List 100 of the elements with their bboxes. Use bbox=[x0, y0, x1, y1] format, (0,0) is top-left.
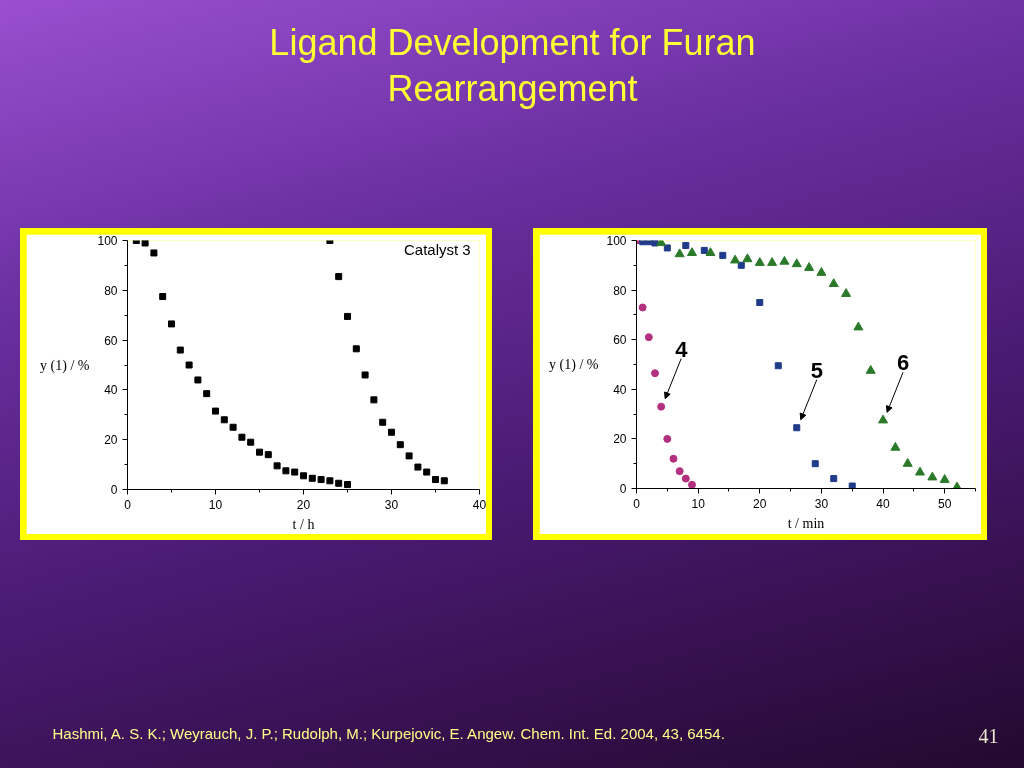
point bbox=[674, 248, 685, 258]
point bbox=[238, 433, 246, 441]
point bbox=[669, 454, 678, 463]
chart-title: Ligand Development for Furan Rearrangement bbox=[269, 22, 756, 109]
annotation: Catalyst 3 bbox=[404, 240, 471, 258]
point bbox=[767, 257, 778, 266]
point bbox=[675, 467, 684, 476]
point bbox=[682, 241, 690, 249]
point bbox=[756, 299, 764, 306]
point bbox=[264, 451, 272, 459]
point bbox=[273, 462, 281, 470]
y-tick-label: 100 bbox=[97, 234, 118, 248]
point bbox=[737, 261, 745, 269]
point bbox=[326, 477, 334, 485]
point bbox=[361, 371, 369, 379]
point bbox=[902, 458, 913, 467]
point bbox=[663, 434, 672, 443]
series-label: 6 bbox=[897, 350, 910, 376]
point bbox=[379, 418, 387, 426]
x-tick-label: 40 bbox=[472, 497, 487, 512]
point bbox=[865, 365, 876, 374]
y-tick-label: 80 bbox=[104, 283, 118, 298]
point bbox=[220, 416, 228, 424]
point bbox=[388, 428, 395, 436]
x-tick-label: 0 bbox=[633, 496, 641, 511]
point bbox=[159, 293, 167, 301]
point bbox=[176, 346, 184, 354]
x-tick-label: 10 bbox=[208, 497, 223, 512]
point bbox=[370, 396, 378, 404]
point bbox=[774, 362, 782, 370]
x-tick-label: 20 bbox=[753, 496, 767, 511]
point bbox=[830, 475, 838, 483]
y-tick-label: 0 bbox=[110, 483, 118, 497]
point bbox=[927, 471, 938, 481]
point bbox=[352, 345, 360, 353]
y-tick-label: 40 bbox=[104, 383, 118, 398]
point bbox=[816, 267, 827, 276]
series-label: 5 bbox=[810, 357, 823, 383]
y-axis-title: y (1) / % bbox=[549, 357, 599, 373]
point bbox=[811, 460, 819, 468]
point bbox=[247, 438, 255, 446]
point bbox=[344, 312, 351, 320]
point bbox=[423, 468, 431, 476]
point bbox=[335, 479, 343, 487]
point bbox=[344, 481, 351, 489]
point bbox=[282, 467, 290, 475]
y-tick-label: 60 bbox=[104, 333, 118, 348]
y-tick-label: 40 bbox=[613, 382, 627, 397]
text: Hashmi, A. S. K.; Weyrauch, J. P.; Rudolph, M.; Kurpejovic, E. Angew. Chem. Int. Ed. 2004, 43, 6454. bbox=[52, 725, 725, 742]
series-label: 4 bbox=[675, 336, 689, 362]
point bbox=[681, 474, 690, 483]
point bbox=[791, 258, 802, 268]
text: 41 bbox=[978, 724, 999, 747]
point bbox=[878, 414, 889, 424]
point bbox=[841, 288, 852, 297]
point bbox=[848, 482, 856, 489]
point bbox=[203, 390, 211, 398]
point bbox=[853, 321, 864, 331]
point bbox=[730, 254, 741, 264]
point bbox=[657, 402, 666, 411]
point bbox=[405, 452, 413, 460]
point bbox=[779, 255, 790, 265]
point bbox=[687, 480, 696, 489]
point bbox=[168, 320, 175, 328]
y-axis-title: y (1) / % bbox=[40, 357, 90, 374]
x-tick-label: 30 bbox=[814, 496, 829, 511]
point bbox=[300, 472, 307, 480]
point bbox=[705, 247, 716, 256]
x-tick-label: 10 bbox=[691, 496, 706, 511]
y-tick-label: 80 bbox=[613, 283, 627, 298]
point bbox=[150, 249, 158, 257]
point bbox=[804, 262, 815, 271]
point bbox=[890, 441, 901, 451]
x-tick-label: 30 bbox=[384, 497, 399, 512]
point bbox=[414, 463, 422, 471]
point bbox=[141, 240, 149, 247]
point bbox=[638, 303, 647, 312]
point bbox=[229, 423, 237, 431]
point bbox=[663, 244, 671, 252]
point bbox=[432, 476, 439, 484]
x-axis-title: t / h bbox=[292, 516, 315, 532]
x-tick-label: 50 bbox=[938, 496, 952, 511]
point bbox=[915, 466, 926, 476]
point bbox=[317, 476, 325, 484]
point bbox=[185, 361, 193, 369]
y-tick-label: 60 bbox=[613, 333, 627, 348]
x-axis-title: t / min bbox=[787, 515, 825, 531]
y-tick-label: 0 bbox=[619, 482, 627, 496]
point bbox=[440, 477, 448, 485]
point bbox=[396, 441, 404, 449]
point bbox=[335, 273, 343, 281]
y-tick-label: 100 bbox=[606, 234, 627, 248]
point bbox=[256, 448, 263, 456]
x-tick-label: 0 bbox=[124, 497, 132, 512]
point bbox=[650, 369, 659, 378]
point bbox=[828, 278, 839, 287]
point bbox=[939, 474, 950, 483]
point bbox=[194, 376, 202, 384]
point bbox=[291, 468, 299, 476]
point bbox=[308, 474, 316, 482]
